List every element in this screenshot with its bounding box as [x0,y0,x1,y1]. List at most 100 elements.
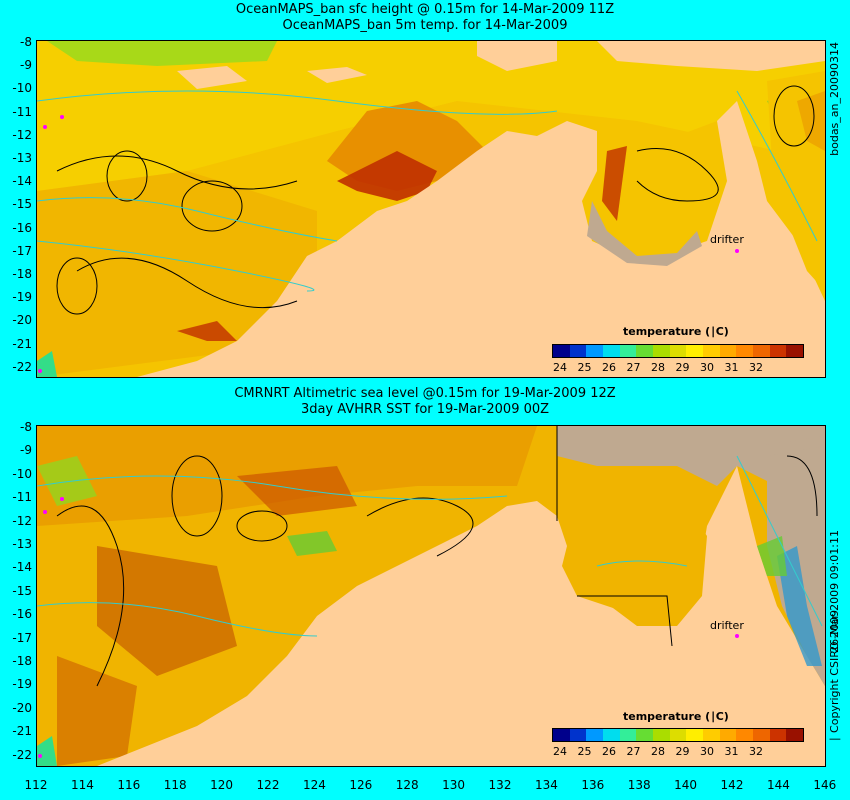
colorbar-swatch [586,345,604,357]
y-tick-label: -8 [20,35,32,49]
colorbar-label: 31 [724,361,739,374]
colorbar-label: 30 [700,745,714,758]
colorbar-swatch [569,345,587,357]
colorbar-swatch [586,729,604,741]
top-panel-title-line1: OceanMAPS_ban sfc height @ 0.15m for 14-… [235,2,615,17]
y-tick-label: -13 [12,537,32,551]
top-map-svg [37,41,825,377]
top-drifter-label: drifter [710,233,744,246]
colorbar-swatch [719,345,737,357]
y-tick-label: -15 [12,197,32,212]
colorbar-label: 31 [724,745,739,758]
y-tick-label: -11 [12,490,32,505]
x-tick-label: 130 [442,778,466,792]
colorbar-swatch [669,345,687,357]
x-tick-label: 138 [627,778,651,792]
bottom-panel-title-line2: 3day AVHRR SST for 19-Mar-2009 00Z [300,402,550,417]
colorbar-swatch [753,345,770,357]
colorbar-swatch [703,345,720,357]
colorbar-label: 24 [553,745,567,758]
bottom-map-svg [37,426,825,766]
x-tick-label: 116 [117,778,141,792]
copyright-label: ∣ Copyright CSIRO 2009 [828,610,841,742]
y-tick-label: -8 [20,420,32,434]
y-tick-label: -21 [12,724,32,739]
x-tick-label: 118 [163,778,187,792]
top-side-label: bodas_an_20090314 [828,42,841,156]
colorbar-swatch [786,729,804,741]
colorbar-swatch [636,729,654,741]
y-tick-label: -19 [12,677,32,692]
x-tick-label: 126 [349,778,373,792]
colorbar-label: 28 [651,361,665,374]
y-tick-label: -9 [20,58,32,73]
y-tick-label: -10 [12,81,32,96]
colorbar-label: 27 [626,361,641,374]
y-tick-label: -22 [12,359,32,374]
colorbar-label: 24 [553,361,567,374]
x-tick-label: 124 [302,778,326,792]
x-tick-label: 142 [720,778,744,792]
bottom-panel-title-line1: CMRNRT Altimetric sea level @0.15m for 1… [234,386,616,401]
colorbar-swatch [719,729,737,741]
x-tick-label: 134 [534,778,558,792]
y-tick-label: -17 [12,630,32,645]
y-tick-label: -16 [12,220,32,235]
colorbar-swatch [669,729,687,741]
colorbar-label: 28 [651,745,665,758]
x-tick-label: 146 [813,778,837,792]
top-map-panel [36,40,826,378]
colorbar-label: 30 [700,361,714,374]
y-tick-label: -17 [12,243,32,258]
colorbar-label: 25 [577,361,592,374]
colorbar-swatch [553,729,570,741]
colorbar-swatch [619,345,637,357]
colorbar-swatch [636,345,654,357]
y-tick-label: -20 [12,700,32,715]
top-panel-title-line2: OceanMAPS_ban 5m temp. for 14-Mar-2009 [282,18,568,33]
colorbar-swatch [769,729,787,741]
colorbar-label: 26 [602,745,616,758]
colorbar-swatch [753,729,770,741]
x-tick-label: 144 [766,778,790,792]
colorbar-swatch [569,729,587,741]
colorbar-swatch [603,729,620,741]
colorbar-swatch [703,729,720,741]
y-tick-label: -16 [12,607,32,622]
y-tick-label: -15 [12,583,32,598]
colorbar-swatch [653,345,670,357]
colorbar-swatch [619,729,637,741]
colorbar-swatch [786,345,804,357]
colorbar-label: 26 [602,361,616,374]
bottom-colorbar [552,728,804,742]
y-tick-label: -14 [12,560,32,575]
y-tick-label: -11 [12,104,32,119]
colorbar-swatch [553,345,570,357]
y-tick-label: -19 [12,290,32,305]
x-tick-label: 140 [674,778,698,792]
y-tick-label: -13 [12,151,32,165]
y-tick-label: -18 [12,267,32,281]
bottom-colorbar-title: temperature (∣C) [623,710,729,723]
colorbar-label: 25 [577,745,592,758]
x-tick-label: 136 [581,778,605,792]
colorbar-swatch [686,345,704,357]
y-tick-label: -21 [12,336,32,351]
y-tick-label: -10 [12,466,32,481]
colorbar-label: 32 [749,745,763,758]
y-tick-label: -22 [12,747,32,762]
colorbar-label: 32 [749,361,763,374]
x-tick-label: 128 [395,778,419,792]
y-tick-label: -14 [12,174,32,189]
bottom-drifter-label: drifter [710,619,744,632]
x-tick-label: 114 [70,778,94,792]
bottom-map-panel [36,425,826,767]
top-colorbar-title: temperature (∣C) [623,325,729,338]
colorbar-label: 29 [675,361,690,374]
colorbar-swatch [653,729,670,741]
y-tick-label: -12 [12,127,32,142]
y-tick-label: -18 [12,654,32,668]
x-tick-label: 120 [210,778,234,792]
colorbar-swatch [686,729,704,741]
x-tick-label: 132 [488,778,512,792]
